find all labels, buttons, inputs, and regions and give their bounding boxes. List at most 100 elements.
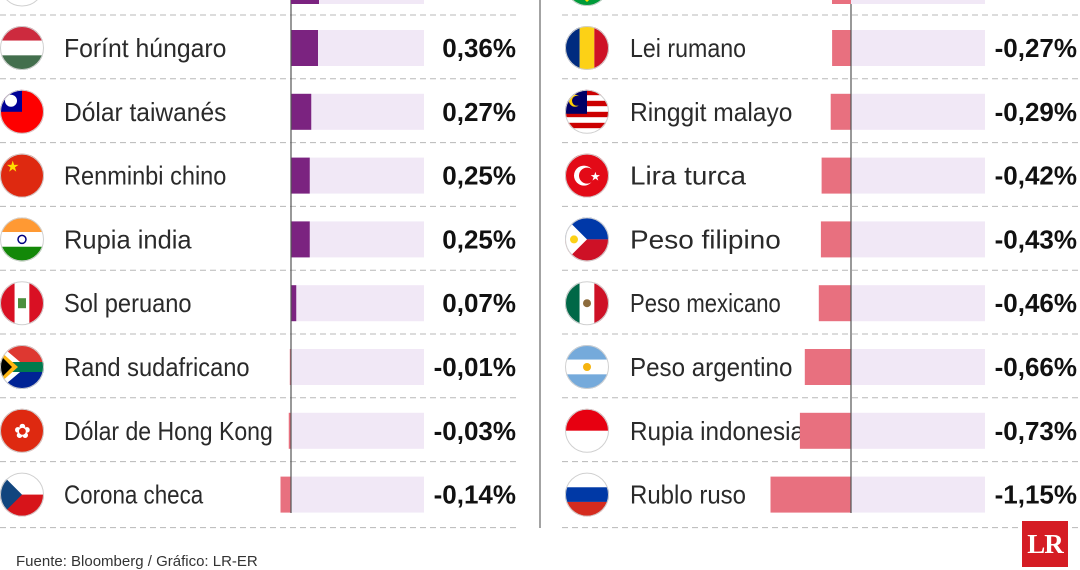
value-label: 0,07% bbox=[442, 288, 516, 318]
currency-label: Rupia india bbox=[64, 224, 192, 254]
hong-kong-flag-icon: ✿ bbox=[0, 408, 44, 453]
currency-row: ★ Renminbi chino 0,25% bbox=[0, 142, 520, 198]
bar-track bbox=[291, 0, 424, 4]
turkey-flag-icon: ★ bbox=[565, 153, 609, 198]
philippines-flag-icon bbox=[565, 217, 609, 262]
currency-label: Rand sudafricano bbox=[64, 352, 250, 382]
right-column: Lei rumano -0,27% Ringgit malayo -0,29% ★ Lir… bbox=[562, 0, 1080, 529]
bar bbox=[832, 30, 851, 66]
mexico-flag-icon bbox=[565, 281, 609, 326]
bar bbox=[291, 285, 297, 322]
svg-text:✿: ✿ bbox=[14, 421, 31, 443]
bar bbox=[291, 221, 310, 258]
value-label: 0,27% bbox=[442, 97, 516, 127]
russia-flag-icon bbox=[565, 472, 609, 517]
currency-label: Forínt húngaro bbox=[64, 33, 226, 63]
value-label: -0,66% bbox=[995, 352, 1077, 382]
bar-track bbox=[851, 476, 985, 513]
svg-text:★: ★ bbox=[6, 159, 19, 176]
bar-track bbox=[851, 412, 985, 449]
value-label: 0,25% bbox=[442, 161, 516, 191]
currency-label: Lei rumano bbox=[630, 33, 746, 63]
bar-track bbox=[291, 349, 424, 385]
bar-track bbox=[851, 93, 985, 130]
bar-track bbox=[851, 285, 985, 322]
indonesia-flag-icon bbox=[565, 408, 609, 453]
currency-row: Corona checa -0,14% bbox=[0, 461, 520, 517]
currency-row: Peso argentino -0,66% bbox=[562, 333, 1080, 389]
currency-label: Corona checa bbox=[64, 480, 204, 510]
value-label: -0,27% bbox=[995, 33, 1077, 63]
currency-label: Rublo ruso bbox=[630, 480, 746, 510]
currency-row: Rupia india 0,25% bbox=[0, 205, 520, 262]
bar bbox=[820, 221, 851, 258]
currency-row: Rand sudafricano -0,01% bbox=[0, 333, 520, 389]
svg-text:★: ★ bbox=[590, 170, 601, 184]
brazil-flag-icon bbox=[565, 0, 609, 6]
bar-track bbox=[851, 157, 985, 194]
lr-logo: LR bbox=[1022, 521, 1068, 567]
currency-label: Ringgit malayo bbox=[630, 97, 792, 127]
bar-track bbox=[291, 93, 424, 130]
currency-row: Dólar taiwanés 0,27% bbox=[0, 78, 520, 134]
value-label: 0,36% bbox=[442, 33, 516, 63]
bar-track bbox=[291, 285, 424, 322]
czech-flag-icon bbox=[0, 472, 44, 517]
value-label: -0,43% bbox=[995, 224, 1077, 254]
currency-row: Sol peruano 0,07% bbox=[0, 269, 520, 326]
currency-label: Peso filipino bbox=[630, 224, 781, 254]
currency-label: Dólar taiwanés bbox=[64, 97, 226, 127]
currency-row: Rublo ruso -1,15% bbox=[562, 461, 1080, 517]
value-label: -0,03% bbox=[434, 416, 516, 446]
bar bbox=[799, 412, 851, 449]
romania-flag-icon bbox=[565, 26, 609, 70]
value-label: -0,73% bbox=[995, 416, 1077, 446]
value-label: 0,25% bbox=[442, 224, 516, 254]
currency-row: Ringgit malayo -0,29% bbox=[562, 78, 1080, 134]
bar-track bbox=[291, 157, 424, 194]
bar-track bbox=[291, 476, 424, 513]
currency-label: Renminbi chino bbox=[64, 161, 226, 191]
bar bbox=[770, 476, 851, 513]
argentina-flag-icon bbox=[565, 345, 609, 389]
bar-track bbox=[851, 349, 985, 385]
bar bbox=[291, 0, 319, 4]
value-label: -1,15% bbox=[995, 480, 1077, 510]
currency-row: Forínt húngaro 0,36% bbox=[0, 14, 520, 70]
source-note: Fuente: Bloomberg / Gráfico: LR-ER bbox=[16, 553, 258, 570]
bar-track bbox=[851, 221, 985, 258]
currency-row: Lei rumano -0,27% bbox=[562, 14, 1080, 70]
bar bbox=[832, 0, 851, 4]
india-flag-icon bbox=[0, 217, 44, 262]
left-column: Forínt húngaro 0,36% Dólar taiwanés 0,27% ★ R… bbox=[0, 0, 520, 529]
currency-row: ★ Lira turca -0,42% bbox=[562, 142, 1080, 198]
currency-label: Dólar de Hong Kong bbox=[64, 416, 273, 446]
cropped-flag-icon bbox=[6, 0, 38, 7]
bar bbox=[830, 93, 851, 130]
currency-row: Peso mexicano -0,46% bbox=[562, 269, 1080, 326]
cropped-top-row bbox=[6, 0, 985, 7]
bar bbox=[280, 476, 291, 513]
currency-label: Peso mexicano bbox=[630, 288, 781, 318]
hungary-flag-icon bbox=[0, 26, 44, 70]
bar-track bbox=[851, 30, 985, 66]
bar-track bbox=[851, 0, 985, 4]
value-label: -0,46% bbox=[995, 288, 1077, 318]
taiwan-flag-icon bbox=[0, 89, 44, 134]
bar bbox=[288, 412, 291, 449]
bar bbox=[821, 157, 851, 194]
currency-row: ✿ Dólar de Hong Kong -0,03% bbox=[0, 397, 520, 453]
currency-label: Lira turca bbox=[630, 161, 747, 191]
bar-track bbox=[291, 221, 424, 258]
bar bbox=[291, 157, 310, 194]
value-label: -0,14% bbox=[434, 480, 516, 510]
currency-row: Rupia indonesia -0,73% bbox=[562, 397, 1080, 453]
currency-row: Peso filipino -0,43% bbox=[562, 205, 1080, 262]
bar bbox=[291, 93, 312, 130]
malaysia-flag-icon bbox=[565, 89, 609, 134]
bar bbox=[291, 30, 318, 66]
value-label: -0,01% bbox=[434, 352, 516, 382]
value-label: -0,29% bbox=[995, 97, 1077, 127]
currency-label: Peso argentino bbox=[630, 352, 792, 382]
